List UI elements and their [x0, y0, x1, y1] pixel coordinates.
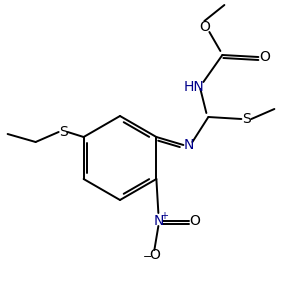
Text: HN: HN: [184, 80, 205, 94]
Text: N: N: [153, 214, 164, 228]
Text: O: O: [149, 248, 160, 262]
Text: O: O: [259, 50, 270, 64]
Text: O: O: [199, 20, 210, 34]
Text: +: +: [160, 211, 168, 221]
Text: N: N: [183, 138, 194, 152]
Text: S: S: [59, 125, 68, 139]
Text: −: −: [143, 252, 152, 262]
Text: S: S: [242, 112, 251, 126]
Text: O: O: [189, 214, 200, 228]
